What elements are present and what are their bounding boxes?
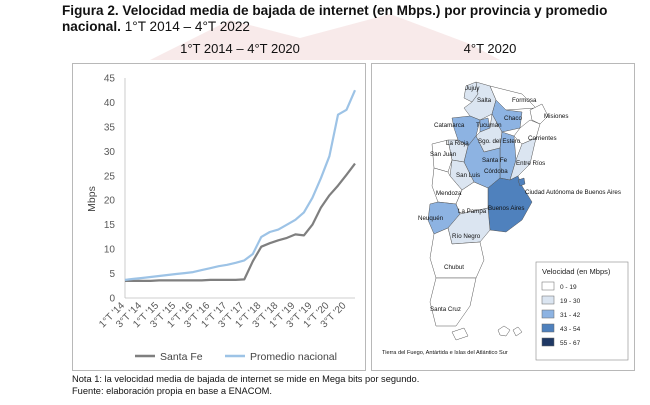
legend-swatch-5 [541,337,555,347]
label-chaco: Chaco [504,115,522,122]
x-axis: 1°T '143°T '141°T '153°T '151°T '163°T '… [97,297,355,330]
legend-swatch-2 [541,295,555,305]
malvinas-islands [497,325,523,337]
y-tick-label: 45 [104,74,116,85]
label-tucuman: Tucumán [476,122,502,129]
line-chart: Mbps 0 5 10 15 20 25 30 35 40 45 1°T '143°T '141°… [86,74,357,363]
y-tick-label: 20 [104,196,116,207]
y-tick-label: 35 [104,122,116,133]
legend-label-3: 31 - 42 [560,312,581,319]
chart-legend: Santa Fe Promedio nacional [135,351,337,363]
label-santacruz: Santa Cruz [430,306,461,313]
label-mendoza: Mendoza [436,190,462,197]
line-chart-panel: Mbps 0 5 10 15 20 25 30 35 40 45 1°T '14 3°T '14 1°… [72,63,366,371]
label-sanjuan: San Juan [430,151,457,158]
figure-title: Figura 2. Velocidad media de bajada de i… [62,3,642,35]
province-misiones [529,103,549,125]
label-sanluis: San Luis [456,172,480,179]
label-catamarca: Catamarca [434,122,465,129]
map-legend: Velocidad (en Mbps) 0 - 19 19 - 30 31 - … [535,261,629,361]
province-formosa [489,85,537,111]
figure-notes: Nota 1: la velocidad media de bajada de … [72,374,419,397]
y-axis-label: Mbps [86,186,98,212]
argentina-map: Jujuy Salta Formosa Misiones Catamarca T… [382,81,629,361]
y-tick-label: 30 [104,147,116,158]
map-legend-title: Velocidad (en Mbps) [542,267,611,276]
y-tick-label: 15 [104,220,116,231]
y-tick-label: 25 [104,171,116,182]
background-decoration [150,14,500,60]
legend-swatch-3 [541,309,555,319]
legend-label-5: 55 - 67 [560,340,581,347]
label-entrerios: Entre Ríos [516,160,545,167]
label-tierra: Tierra del Fuego, Antártida e Islas del … [382,350,508,356]
y-tick-label: 10 [104,245,116,256]
map-panel: Jujuy Salta Formosa Misiones Catamarca T… [371,63,635,371]
province-sanjuan [431,139,453,173]
caba-region [517,177,526,187]
map-subtitle: 4°T 2020 [463,41,517,56]
legend-label: Santa Fe [160,351,203,363]
province-chubut [429,227,485,279]
label-cordoba: Córdoba [484,168,508,175]
label-formosa: Formosa [512,97,537,104]
province-buenosaires [487,175,533,233]
source-text: Fuente: elaboración propia en base a ENA… [72,385,272,396]
legend-label-1: 0 - 19 [560,284,577,291]
province-santacruz [429,277,477,327]
label-sgo: Sgo. del Estero [478,138,521,145]
legend-swatch-1 [541,281,555,291]
y-tick-label: 0 [109,294,115,305]
label-chubut: Chubut [444,264,464,271]
figure-title-bold: Figura 2. Velocidad media de bajada de i… [62,3,608,34]
label-caba: Ciudad Autónoma de Buenos Aires [525,189,621,196]
legend-label-4: 43 - 54 [560,326,581,333]
y-tick-label: 40 [104,98,116,109]
y-tick-label: 5 [109,269,115,280]
label-larioja: La Rioja [446,140,469,147]
y-axis: 0 5 10 15 20 25 30 35 40 45 [104,74,126,305]
series-line-santa-fe [125,162,356,282]
label-rionegro: Río Negro [452,233,481,240]
legend-swatch-4 [541,323,555,333]
label-neuquen: Neuquén [418,215,444,222]
figure-title-period: 1°T 2014 – 4°T 2022 [120,19,250,34]
legend-label: Promedio nacional [250,351,337,363]
series-lines [124,89,357,282]
chart-subtitle: 1°T 2014 – 4°T 2020 [180,41,300,56]
label-lapampa: La Pampa [458,208,487,215]
series-line-promedio-nacional [124,89,357,281]
label-salta: Salta [477,97,492,104]
label-corrientes: Corrientes [528,135,557,142]
label-misiones: Misiones [544,113,568,120]
note-text: Nota 1: la velocidad media de bajada de … [72,374,420,384]
province-tierra [451,327,469,341]
label-santafe: Santa Fe [482,157,508,164]
legend-label-2: 19 - 30 [560,298,581,305]
label-buenosaires: Buenos Aires [488,205,524,212]
map-labels: Jujuy Salta Formosa Misiones Catamarca T… [382,85,621,356]
label-jujuy: Jujuy [465,85,480,92]
